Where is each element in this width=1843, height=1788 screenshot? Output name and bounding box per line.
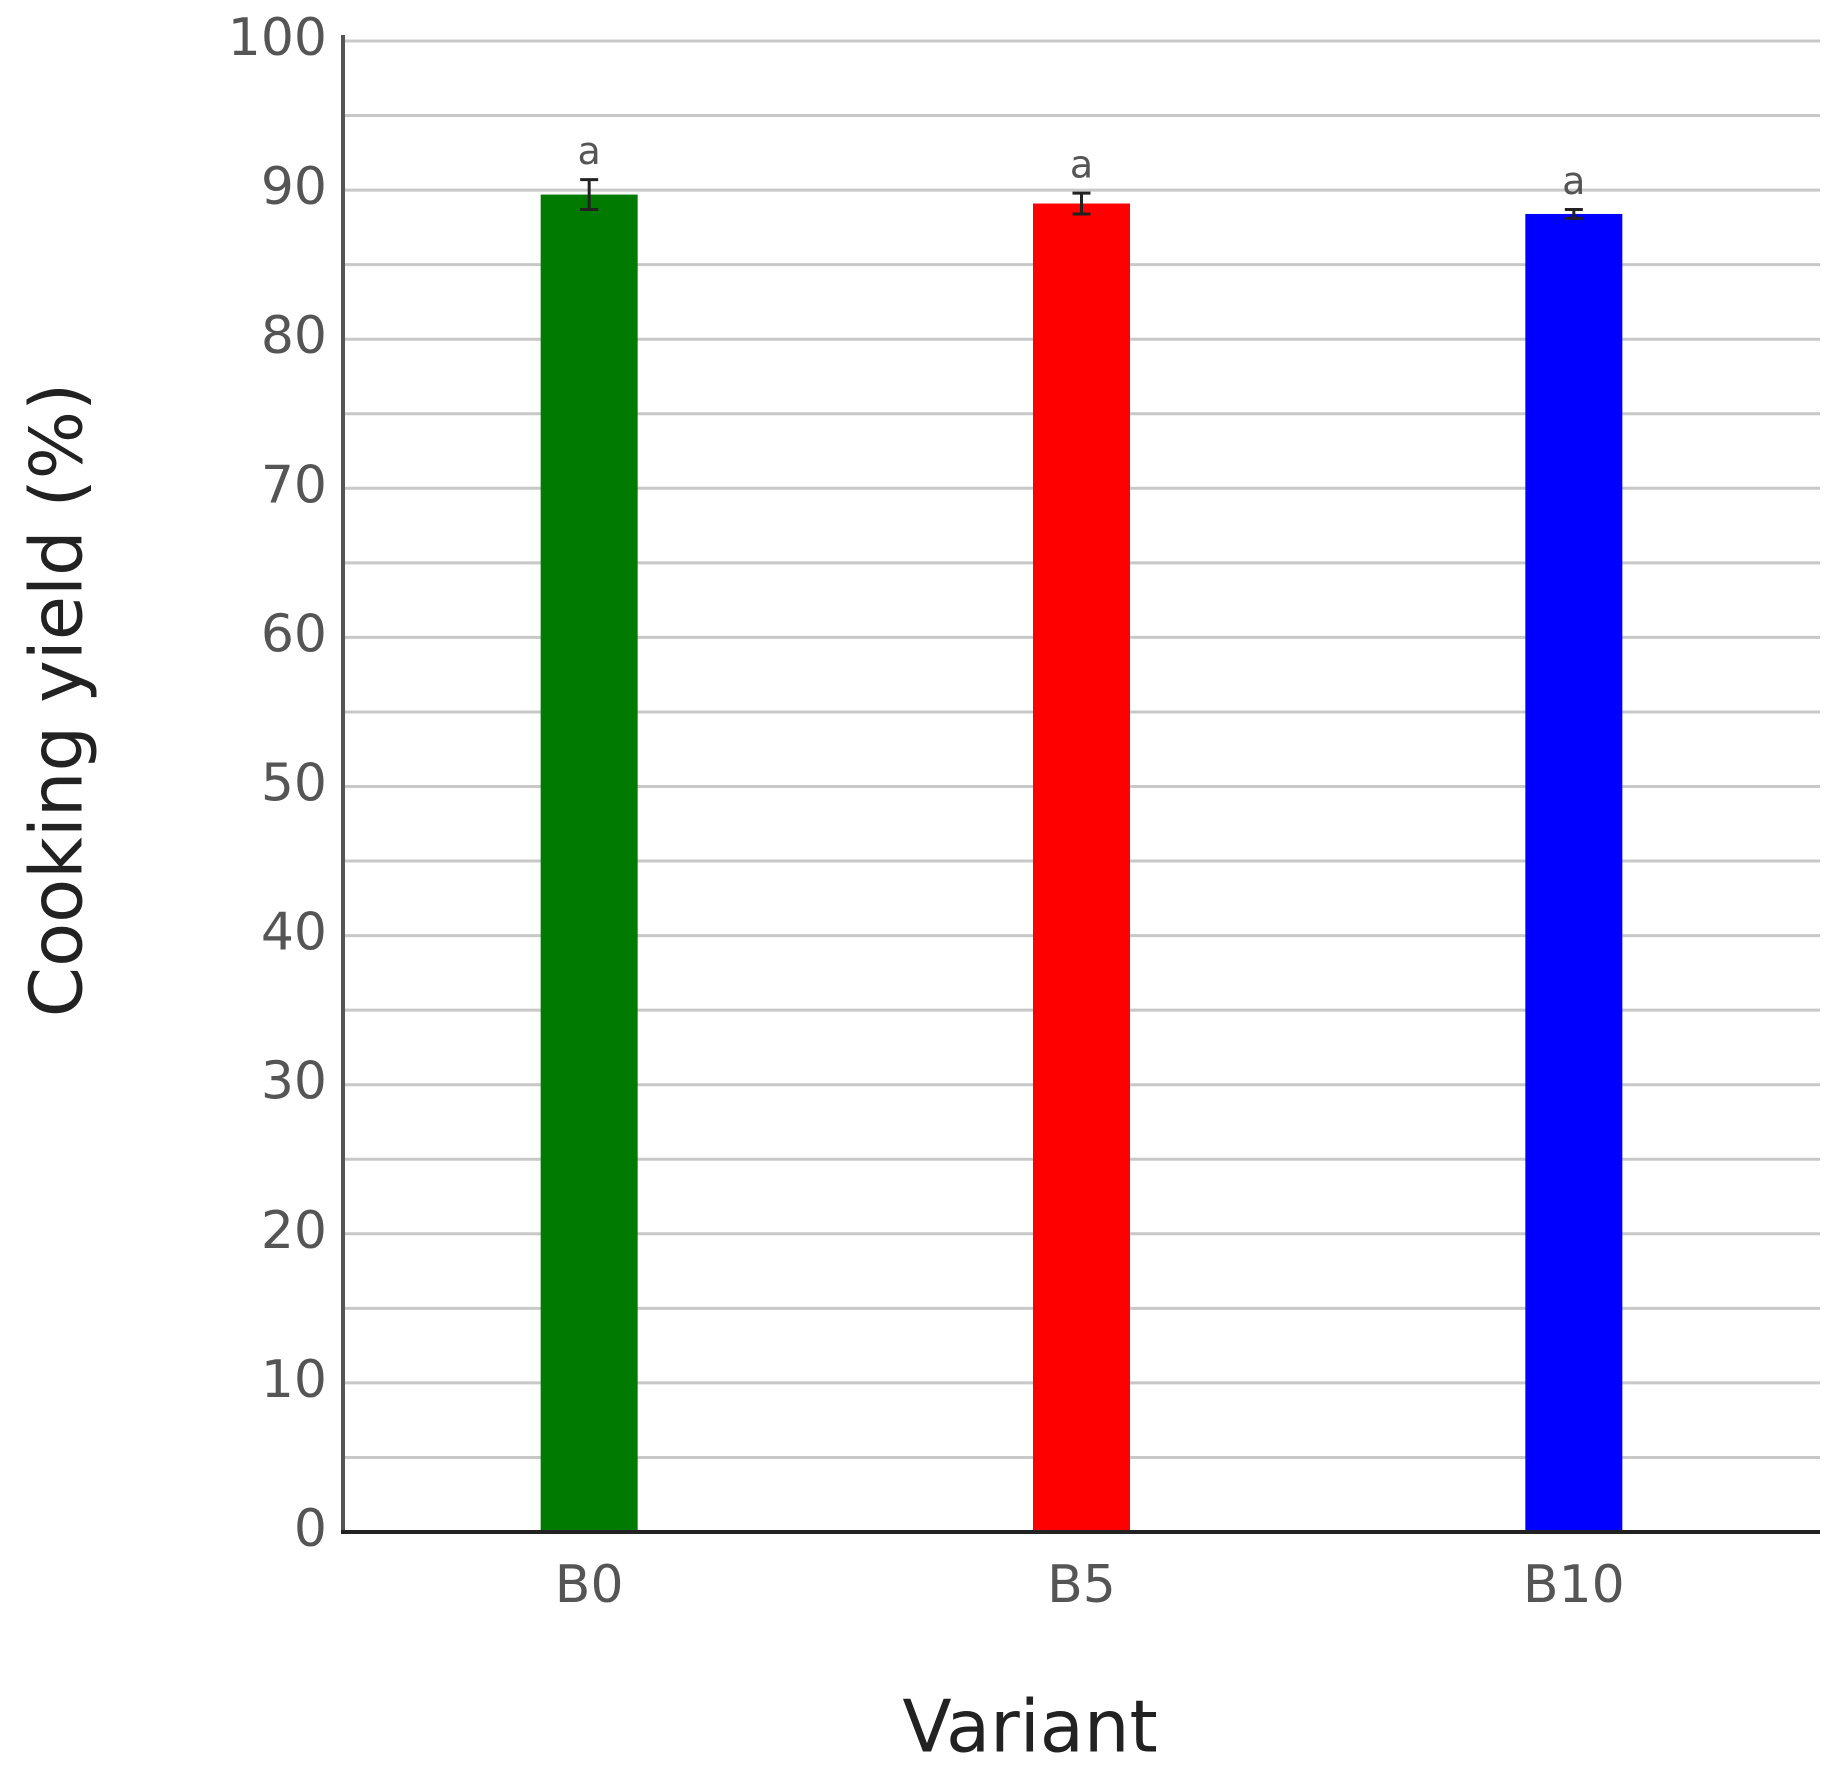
- y-tick-label: 70: [261, 455, 327, 515]
- error-bar: [580, 178, 599, 211]
- y-tick-label: 60: [261, 604, 327, 664]
- x-tick-label: B5: [1047, 1555, 1116, 1615]
- significance-label: a: [1070, 143, 1093, 187]
- y-axis-title: Cooking yield (%): [15, 383, 99, 1017]
- y-tick-label: 40: [261, 903, 327, 963]
- significance-label: a: [1562, 159, 1585, 203]
- bar: [540, 194, 638, 1532]
- y-tick-label: 30: [261, 1052, 327, 1112]
- y-tick-label: 50: [261, 754, 327, 814]
- y-tick-label: 0: [294, 1499, 327, 1559]
- bar: [1033, 203, 1130, 1532]
- y-tick-label: 90: [261, 157, 327, 217]
- x-tick-label: B10: [1523, 1555, 1625, 1615]
- x-axis-title: Variant: [902, 1685, 1157, 1769]
- y-tick-label: 10: [261, 1350, 327, 1410]
- significance-label: a: [578, 129, 601, 173]
- y-tick-label: 80: [261, 306, 327, 366]
- x-tick-label: B0: [555, 1555, 624, 1615]
- bar: [1525, 213, 1623, 1532]
- y-tick-label: 100: [228, 8, 327, 68]
- y-tick-label: 20: [261, 1201, 327, 1261]
- error-bar: [1072, 191, 1091, 216]
- error-bar: [1564, 207, 1583, 220]
